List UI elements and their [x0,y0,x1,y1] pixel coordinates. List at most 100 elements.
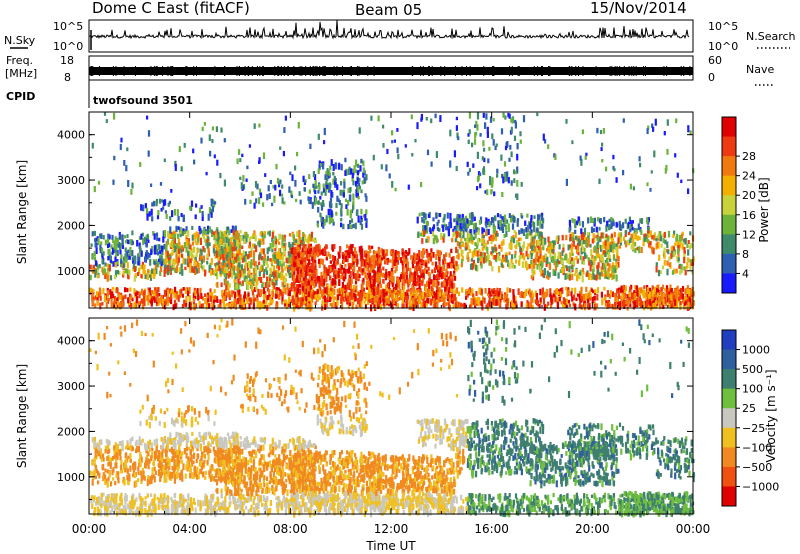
power-cell [430,279,433,285]
power-cell [580,287,583,294]
power-cell [316,290,319,294]
power-cell [257,288,260,296]
power-cell [109,255,112,261]
power-cell [304,273,307,281]
power-cell [370,255,373,262]
power-cell [210,300,213,307]
power-cell [128,253,131,260]
power-cell [431,269,434,274]
power-cell [608,303,611,308]
power-cell [479,251,482,257]
power-cell [515,245,518,250]
power-cell [348,300,352,307]
power-cell [567,289,570,295]
power-cell [250,236,253,240]
power-cell [477,257,480,264]
power-cell [510,217,513,223]
power-cell [533,262,536,269]
power-cell [231,236,234,241]
power-cell [452,264,455,269]
power-cell [496,168,499,174]
power-cell [334,274,337,280]
power-cell [179,289,182,296]
power-cell [614,301,617,307]
power-cell [338,253,341,259]
power-cell [496,287,499,292]
power-cell [302,235,305,242]
power-cell [255,283,258,291]
power-cell [372,269,375,274]
power-cell [366,293,369,300]
power-data-cells [89,112,695,312]
power-cell [136,291,139,295]
power-cell [482,235,485,239]
power-cell [163,289,167,297]
power-cell [477,296,480,301]
power-cell [174,230,177,235]
power-cell [369,292,372,300]
power-cell [307,291,311,297]
power-cell [375,260,378,266]
power-cell [277,287,280,291]
power-cell [576,293,580,297]
power-cell [592,228,596,233]
power-cell [269,296,272,304]
power-cell [271,278,274,285]
power-cell [278,248,281,255]
power-cell [403,257,406,265]
power-cell [513,298,516,305]
power-cell [515,193,518,198]
power-cell [578,274,581,280]
power-cell [294,301,297,307]
power-cell [102,251,105,256]
power-cell [470,258,473,262]
power-cell [438,286,441,291]
power-cell [217,304,220,308]
power-cell [312,265,315,271]
power-cell [361,268,364,273]
power-cell [161,245,164,252]
power-cell [120,303,123,308]
power-cell [510,180,513,186]
power-cell [354,278,358,285]
power-cell [547,236,550,243]
power-cell [311,250,314,257]
power-cell [443,294,447,300]
power-cell [545,304,549,308]
power-cell [170,240,173,248]
power-cell [240,253,243,260]
power-cell [535,299,538,305]
power-cell [426,281,429,287]
power-cell [194,290,197,296]
power-cell [574,245,577,250]
power-cell [238,262,241,268]
power-cell [333,256,337,263]
power-cell [520,291,523,298]
power-cell [317,292,320,298]
power-cell [482,166,486,173]
power-cell [157,244,160,250]
power-cell [281,301,284,305]
power-cell [462,219,465,224]
power-cell [372,278,376,287]
power-cell [222,300,225,307]
power-cell [278,234,281,240]
power-cell [106,290,109,297]
power-cell [342,267,346,274]
power-cell [182,257,185,265]
power-cell [231,258,234,263]
power-cell [215,232,218,239]
power-cell [581,246,584,253]
power-cell [232,265,236,271]
power-cell [217,261,220,268]
power-cell [282,275,285,281]
power-cell [355,211,358,216]
power-cell [521,261,524,269]
power-cell [423,212,426,219]
power-cell [293,263,297,267]
power-cell [288,290,291,297]
power-cell [443,280,446,287]
power-cell [153,249,156,255]
power-cell [344,297,347,302]
power-cell [208,226,212,233]
